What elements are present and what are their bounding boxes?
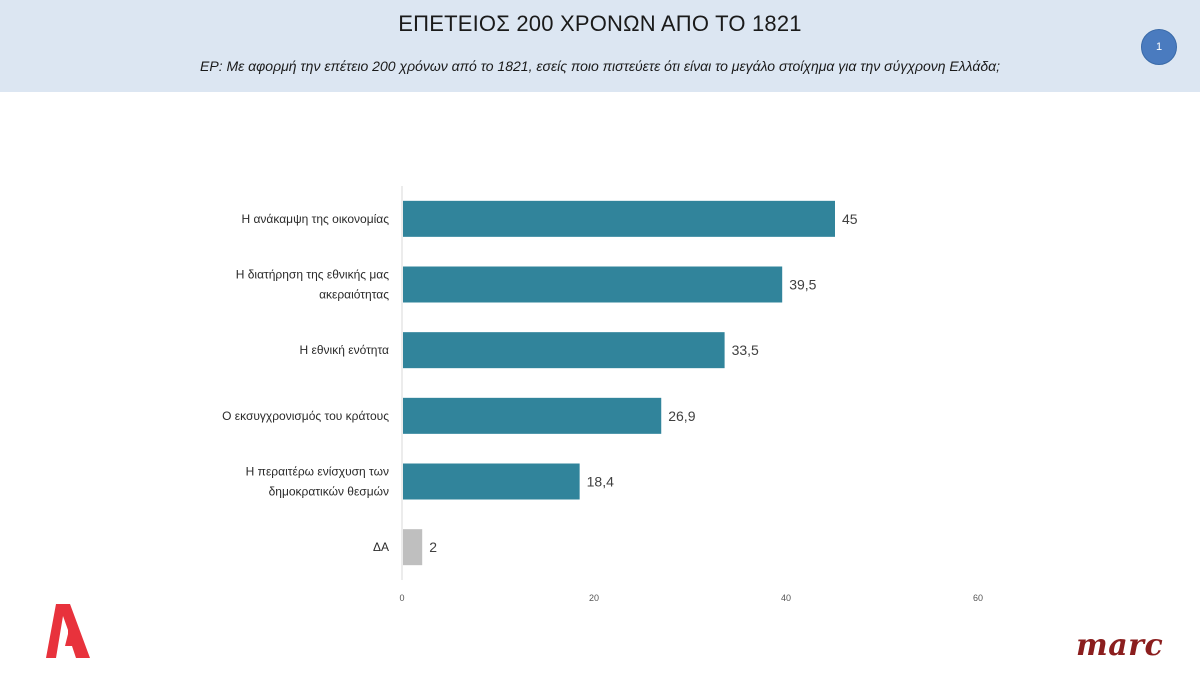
data-label: 45 [842, 211, 858, 227]
marc-logo: marc [1076, 628, 1164, 663]
header-banner: ΕΠΕΤΕΙΟΣ 200 ΧΡΟΝΩΝ ΑΠΟ ΤΟ 1821 ΕΡ: Με α… [0, 0, 1200, 92]
alpha-tv-logo-icon [46, 604, 90, 658]
x-tick-label: 0 [399, 593, 404, 603]
bar [403, 200, 835, 237]
data-label: 39,5 [789, 277, 816, 293]
data-label: 26,9 [668, 408, 695, 424]
data-label: 33,5 [732, 342, 759, 358]
category-label: Η εθνική ενότητα [300, 343, 390, 357]
bar [403, 397, 662, 434]
x-tick-label: 40 [781, 593, 791, 603]
category-label: Ο εκσυγχρονισμός του κράτους [222, 409, 389, 423]
x-tick-label: 20 [589, 593, 599, 603]
page-number-badge: 1 [1141, 29, 1177, 65]
category-label: Η διατήρηση της εθνικής μας ακεραιότητας [236, 268, 389, 302]
bar [403, 463, 580, 500]
bar [403, 332, 725, 369]
bar [403, 529, 423, 566]
category-label: ΔΑ [373, 540, 389, 554]
data-label: 18,4 [587, 474, 614, 490]
bar [403, 266, 783, 303]
data-label: 2 [429, 539, 437, 555]
category-label: Η ανάκαμψη της οικονομίας [241, 212, 389, 226]
category-label: Η περαιτέρω ενίσχυση των δημοκρατικών θεσ… [246, 465, 389, 499]
page-title: ΕΠΕΤΕΙΟΣ 200 ΧΡΟΝΩΝ ΑΠΟ ΤΟ 1821 [398, 11, 802, 36]
x-tick-label: 60 [973, 593, 983, 603]
question-subtitle: ΕΡ: Με αφορμή την επέτειο 200 χρόνων από… [200, 58, 1000, 74]
